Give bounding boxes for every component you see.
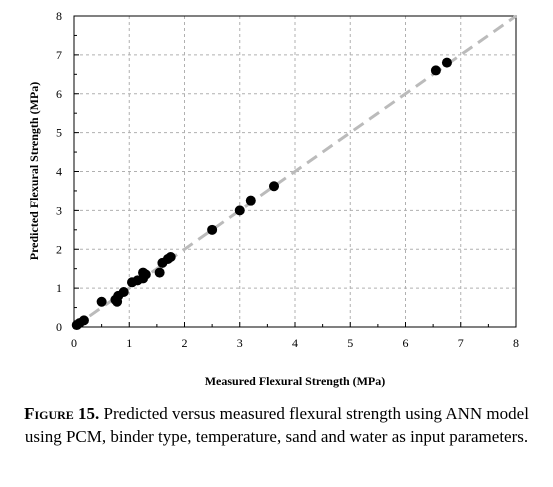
x-tick-label: 6: [403, 336, 409, 350]
data-points: [71, 57, 452, 331]
data-point: [96, 296, 107, 307]
y-axis-title: Predicted Flexural Strength (MPa): [27, 82, 41, 261]
x-tick-label: 3: [237, 336, 243, 350]
grid-lines: [74, 16, 516, 327]
data-point: [430, 65, 441, 76]
y-tick-label: 3: [56, 203, 62, 217]
data-point: [234, 205, 245, 216]
y-tick-label: 8: [56, 9, 62, 23]
x-tick-label: 2: [182, 336, 188, 350]
data-point: [207, 224, 218, 235]
x-tick-label: 5: [347, 336, 353, 350]
caption-text: Predicted versus measured flexural stren…: [24, 404, 529, 446]
x-tick-labels: 0 1 2 3 4 5 6 7 8: [71, 336, 519, 350]
x-tick-label: 4: [292, 336, 298, 350]
y-tick-label: 6: [56, 87, 62, 101]
y-tick-label: 2: [56, 242, 62, 256]
x-tick-label: 0: [71, 336, 77, 350]
y-tick-label: 4: [56, 165, 62, 179]
scatter-chart: 0 1 2 3 4 5 6 7 8 0 1 2 3 4 5 6 7 8 Measured Flexural St…: [27, 9, 519, 388]
y-tick-label: 1: [56, 281, 62, 295]
x-tick-label: 8: [513, 336, 519, 350]
data-point: [154, 267, 165, 278]
data-point: [78, 315, 89, 326]
figure-label: Figure 15.: [24, 404, 100, 423]
data-point: [165, 252, 176, 263]
data-point: [245, 195, 256, 206]
reference-line: [73, 14, 517, 329]
y-tick-label: 5: [56, 126, 62, 140]
y-tick-label: 7: [56, 48, 62, 62]
x-tick-label: 1: [126, 336, 132, 350]
x-tick-label: 7: [458, 336, 464, 350]
data-point: [118, 287, 129, 298]
data-point: [441, 57, 452, 68]
figure-caption: Figure 15. Predicted versus measured fle…: [10, 402, 543, 448]
data-point: [269, 181, 280, 192]
y-tick-labels: 0 1 2 3 4 5 6 7 8: [56, 9, 62, 334]
x-axis-title: Measured Flexural Strength (MPa): [205, 374, 386, 388]
y-tick-label: 0: [56, 320, 62, 334]
data-point: [140, 269, 151, 280]
